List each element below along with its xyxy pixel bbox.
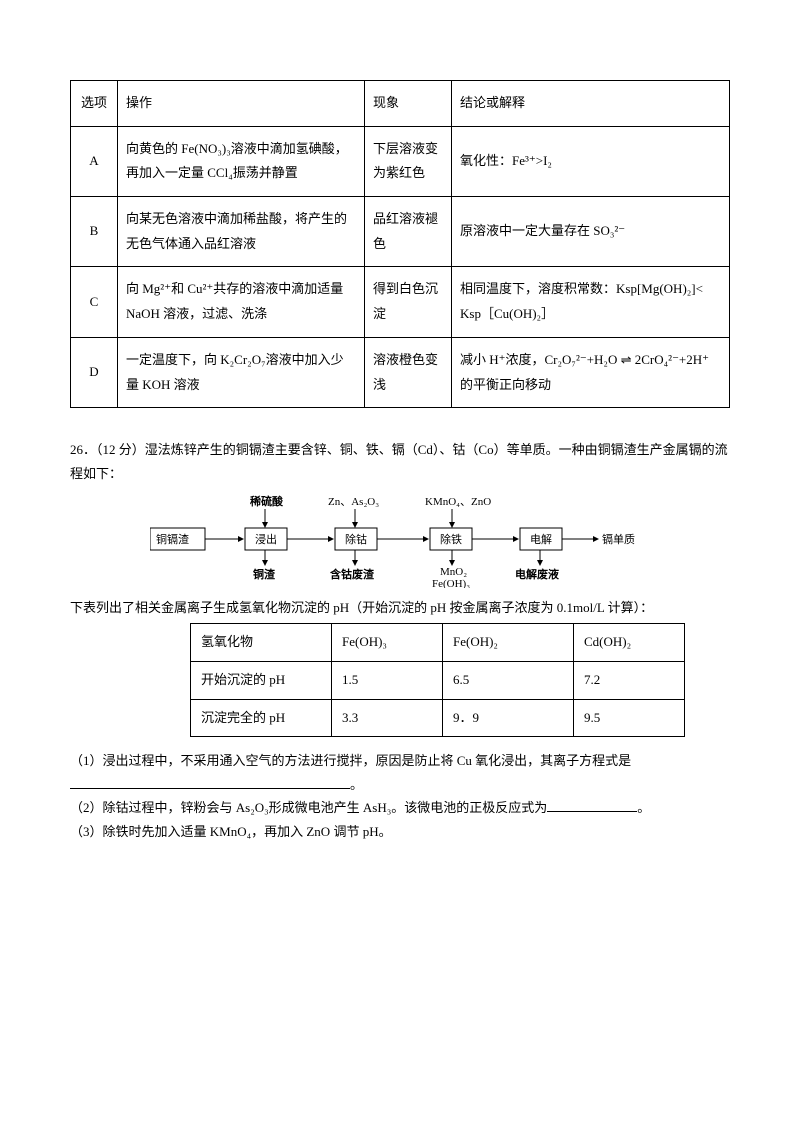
q26-title: 26．（12 分）湿法炼锌产生的铜镉渣主要含锌、铜、铁、镉（Cd）、钴（Co）等… (70, 438, 730, 485)
ph-table: 氢氧化物 Fe(OH)₃ Fe(OH)₂ Cd(OH)₂ 开始沉淀的 pH 1.… (190, 623, 685, 737)
cell-phen: 得到白色沉淀 (365, 267, 452, 337)
cell-op: 一定温度下，向 K₂Cr₂O₇溶液中加入少量 KOH 溶液 (118, 337, 365, 407)
ph-cell: 9.5 (574, 699, 685, 737)
table-row: 开始沉淀的 pH 1.5 6.5 7.2 (191, 662, 685, 700)
blank-line (547, 811, 637, 812)
ph-cell: 9．9 (443, 699, 574, 737)
col-phenomenon: 现象 (365, 81, 452, 127)
table-header-row: 选项 操作 现象 结论或解释 (71, 81, 730, 127)
flow-bot-1: 铜渣 (252, 567, 276, 581)
q26-sub2: （2）除钴过程中，锌粉会与 As₂O₃形成微电池产生 AsH₃。该微电池的正极反… (70, 796, 730, 819)
flow-top-1: 稀硫酸 (250, 494, 284, 508)
q26-sub1: （1）浸出过程中，不采用通入空气的方法进行搅拌，原因是防止将 Cu 氧化浸出，其… (70, 749, 730, 772)
table-row: C 向 Mg²⁺和 Cu²⁺共存的溶液中滴加适量 NaOH 溶液，过滤、洗涤 得… (71, 267, 730, 337)
flow-top-2: Zn、As₂O₃ (328, 496, 379, 508)
cell-phen: 溶液橙色变浅 (365, 337, 452, 407)
ph-cell: 开始沉淀的 pH (191, 662, 332, 700)
q26-sub2-text: （2）除钴过程中，锌粉会与 As₂O₃形成微电池产生 AsH₃。该微电池的正极反… (70, 800, 547, 815)
ph-cell: 6.5 (443, 662, 574, 700)
ph-cell: 沉淀完全的 pH (191, 699, 332, 737)
ph-h1: Fe(OH)₃ (332, 624, 443, 662)
table-row: 沉淀完全的 pH 3.3 9．9 9.5 (191, 699, 685, 737)
blank-line (70, 788, 350, 789)
flow-diagram: .bx{ fill:#fff; stroke:#000; stroke-widt… (150, 493, 650, 588)
flow-top-3: KMnO₄、ZnO (425, 496, 491, 508)
cell-concl: 减小 H⁺浓度，Cr₂O₇²⁻+H₂O ⇌ 2CrO₄²⁻+2H⁺的平衡正向移动 (452, 337, 730, 407)
flow-bot-3a: MnO₂ (440, 566, 467, 578)
col-conclusion: 结论或解释 (452, 81, 730, 127)
flow-box-0: 铜镉渣 (156, 532, 189, 546)
col-option: 选项 (71, 81, 118, 127)
ph-h0: 氢氧化物 (191, 624, 332, 662)
flow-bot-4: 电解废液 (515, 567, 560, 581)
q26-sub1-blank-line: 。 (70, 773, 730, 796)
flow-box-4: 电解 (530, 532, 552, 546)
ph-h3: Cd(OH)₂ (574, 624, 685, 662)
flow-box-1: 浸出 (255, 532, 277, 546)
q26-sub3: （3）除铁时先加入适量 KMnO₄，再加入 ZnO 调节 pH。 (70, 820, 730, 843)
q26-sub2-period: 。 (637, 800, 650, 815)
cell-phen: 下层溶液变为紫红色 (365, 126, 452, 196)
flow-bot-3b: Fe(OH)₃ (432, 578, 470, 588)
cell-opt: A (71, 126, 118, 196)
cell-op: 向某无色溶液中滴加稀盐酸，将产生的无色气体通入品红溶液 (118, 197, 365, 267)
cell-phen: 品红溶液褪色 (365, 197, 452, 267)
q26-sub1-period: 。 (350, 777, 363, 792)
ph-cell: 7.2 (574, 662, 685, 700)
ph-cell: 3.3 (332, 699, 443, 737)
cell-opt: D (71, 337, 118, 407)
table-row: D 一定温度下，向 K₂Cr₂O₇溶液中加入少量 KOH 溶液 溶液橙色变浅 减… (71, 337, 730, 407)
cell-concl: 氧化性：Fe³⁺>I₂ (452, 126, 730, 196)
ph-h2: Fe(OH)₂ (443, 624, 574, 662)
cell-opt: C (71, 267, 118, 337)
table-header-row: 氢氧化物 Fe(OH)₃ Fe(OH)₂ Cd(OH)₂ (191, 624, 685, 662)
cell-concl: 原溶液中一定大量存在 SO₃²⁻ (452, 197, 730, 267)
cell-op: 向黄色的 Fe(NO₃)₃溶液中滴加氢碘酸，再加入一定量 CCl₄振荡并静置 (118, 126, 365, 196)
flow-box-3: 除铁 (440, 532, 462, 546)
options-table: 选项 操作 现象 结论或解释 A 向黄色的 Fe(NO₃)₃溶液中滴加氢碘酸，再… (70, 80, 730, 408)
flow-end: 镉单质 (602, 532, 635, 546)
flow-bot-2: 含钴废渣 (329, 567, 375, 581)
col-operation: 操作 (118, 81, 365, 127)
cell-op: 向 Mg²⁺和 Cu²⁺共存的溶液中滴加适量 NaOH 溶液，过滤、洗涤 (118, 267, 365, 337)
flow-box-2: 除钴 (345, 532, 367, 546)
q26-note: 下表列出了相关金属离子生成氢氧化物沉淀的 pH（开始沉淀的 pH 按金属离子浓度… (70, 596, 730, 619)
table-row: B 向某无色溶液中滴加稀盐酸，将产生的无色气体通入品红溶液 品红溶液褪色 原溶液… (71, 197, 730, 267)
cell-opt: B (71, 197, 118, 267)
cell-concl: 相同温度下，溶度积常数：Ksp[Mg(OH)₂]< Ksp［Cu(OH)₂］ (452, 267, 730, 337)
table-row: A 向黄色的 Fe(NO₃)₃溶液中滴加氢碘酸，再加入一定量 CCl₄振荡并静置… (71, 126, 730, 196)
ph-cell: 1.5 (332, 662, 443, 700)
question-26: 26．（12 分）湿法炼锌产生的铜镉渣主要含锌、铜、铁、镉（Cd）、钴（Co）等… (70, 438, 730, 843)
q26-sub1-text: （1）浸出过程中，不采用通入空气的方法进行搅拌，原因是防止将 Cu 氧化浸出，其… (70, 753, 631, 768)
